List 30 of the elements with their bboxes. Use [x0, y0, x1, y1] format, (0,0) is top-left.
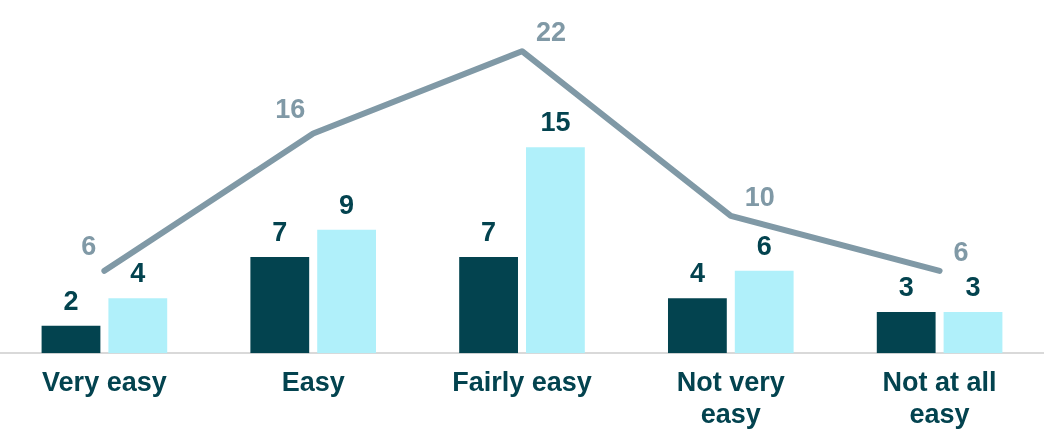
bar — [876, 312, 936, 354]
x-tick-label: Fairly easy — [452, 366, 592, 397]
bar — [943, 312, 1003, 354]
data-label: 3 — [965, 271, 981, 302]
bar — [459, 257, 518, 354]
bar — [734, 270, 794, 354]
x-tick-label: Not very easy — [676, 366, 785, 430]
data-label: 4 — [689, 258, 705, 289]
data-label: 6 — [953, 236, 969, 267]
bar — [317, 229, 377, 354]
data-label: 6 — [81, 230, 97, 261]
bar — [667, 298, 727, 354]
data-label: 9 — [339, 189, 355, 220]
data-label: 7 — [481, 217, 497, 248]
bar — [41, 325, 101, 354]
x-tick-label: Not at all easy — [882, 366, 997, 430]
data-label: 10 — [744, 181, 775, 212]
data-label: 3 — [898, 271, 914, 302]
data-label: 2 — [63, 285, 79, 316]
bar — [526, 147, 585, 354]
x-tick-label: Easy — [281, 366, 345, 397]
data-label: 7 — [272, 217, 288, 248]
data-label: 22 — [536, 17, 567, 48]
data-label: 4 — [130, 258, 146, 289]
data-label: 16 — [275, 93, 306, 124]
data-label: 15 — [540, 107, 571, 138]
bar — [250, 257, 310, 354]
data-label: 6 — [756, 230, 772, 261]
x-tick-label: Very easy — [42, 366, 167, 397]
bar — [108, 298, 168, 354]
